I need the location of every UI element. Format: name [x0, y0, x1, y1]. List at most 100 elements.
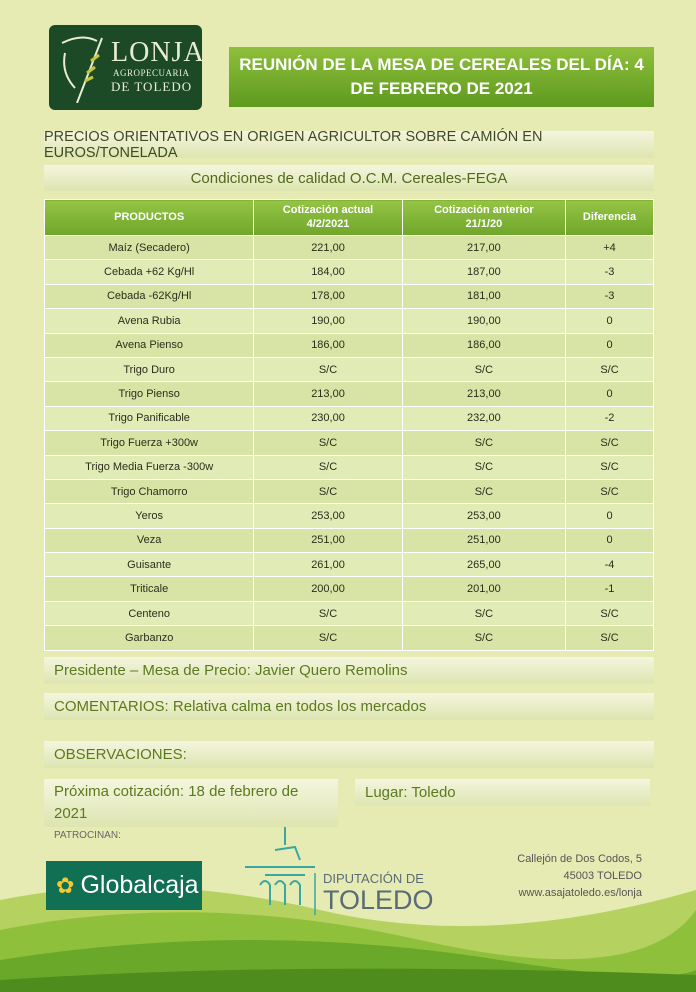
current-price: 261,00	[253, 552, 403, 578]
previous-price: 213,00	[401, 381, 567, 407]
current-price: S/C	[253, 600, 403, 627]
previous-price: 187,00	[401, 259, 567, 285]
previous-price: 190,00	[401, 308, 567, 334]
current-price: 190,00	[253, 308, 403, 334]
difference: -4	[565, 552, 654, 578]
header-label: PRODUCTOS	[114, 210, 185, 223]
difference: -3	[565, 283, 654, 310]
comments: COMENTARIOS: Relativa calma en todos los…	[44, 693, 654, 720]
previous-price: 232,00	[401, 405, 567, 432]
difference: -2	[565, 405, 654, 432]
diputacion-text-2: TOLEDO	[323, 885, 434, 915]
difference: 0	[565, 308, 654, 334]
product: Veza	[43, 527, 255, 554]
next-quotation: Próxima cotización: 18 de febrero de 202…	[44, 779, 338, 827]
table-row: Garbanzo S/C S/C S/C	[43, 625, 654, 651]
difference: 0	[565, 527, 654, 554]
product: Guisante	[43, 552, 255, 578]
previous-price: S/C	[401, 430, 567, 456]
website-link[interactable]: www.asajatoledo.es/lonja	[518, 887, 642, 899]
current-price: 251,00	[253, 527, 403, 554]
table-row: Avena Rubia 190,00 190,00 0	[43, 308, 654, 334]
column-header: Cotización actual 4/2/2021	[253, 199, 403, 236]
difference: -3	[565, 259, 654, 285]
product: Garbanzo	[43, 625, 255, 651]
column-header: Diferencia	[565, 199, 654, 236]
table-row: Centeno S/C S/C S/C	[43, 600, 654, 627]
observations: OBSERVACIONES:	[44, 741, 654, 768]
current-price: S/C	[253, 430, 403, 456]
table-row: Triticale 200,00 201,00 -1	[43, 576, 654, 602]
previous-price: 181,00	[401, 283, 567, 310]
product: Cebada +62 Kg/Hl	[43, 259, 255, 285]
quality-conditions: Condiciones de calidad O.C.M. Cereales-F…	[44, 165, 654, 191]
diputacion-logo: DIPUTACIÓN DE TOLEDO	[235, 825, 435, 915]
previous-price: S/C	[401, 454, 567, 480]
previous-price: 186,00	[401, 332, 567, 358]
place: Lugar: Toledo	[355, 779, 650, 806]
difference: S/C	[565, 625, 654, 651]
wheat-icon: ✿	[56, 872, 75, 898]
table-row: Guisante 261,00 265,00 -4	[43, 552, 654, 578]
table-row: Avena Pienso 186,00 186,00 0	[43, 332, 654, 358]
header-label: Cotización actual	[282, 204, 374, 217]
table-row: Trigo Media Fuerza -300w S/C S/C S/C	[43, 454, 654, 480]
previous-price: S/C	[401, 356, 567, 383]
table-row: Trigo Panificable 230,00 232,00 -2	[43, 405, 654, 432]
landscape-background	[0, 887, 696, 992]
current-price: 230,00	[253, 405, 403, 432]
current-price: S/C	[253, 478, 403, 505]
product: Maíz (Secadero)	[43, 234, 255, 261]
header-date: 4/2/2021	[306, 217, 350, 230]
current-price: 178,00	[253, 283, 403, 310]
logo-subtext: AGROPECUARIA	[113, 68, 190, 78]
column-header: PRODUCTOS	[43, 199, 255, 236]
current-price: 221,00	[253, 234, 403, 261]
globalcaja-logo: ✿ Globalcaja	[46, 861, 202, 910]
previous-price: 253,00	[401, 503, 567, 529]
header-date: 21/1/20	[465, 217, 503, 230]
difference: S/C	[565, 454, 654, 480]
product: Trigo Media Fuerza -300w	[43, 454, 255, 480]
current-price: S/C	[253, 625, 403, 651]
lonja-logo: LONJA AGROPECUARIA DE TOLEDO	[49, 25, 204, 110]
product: Yeros	[43, 503, 255, 529]
product: Triticale	[43, 576, 255, 602]
previous-price: S/C	[401, 478, 567, 505]
bull-wheat-icon	[61, 36, 103, 103]
table-row: Trigo Pienso 213,00 213,00 0	[43, 381, 654, 407]
page-title: REUNIÓN DE LA MESA DE CEREALES DEL DÍA: …	[229, 47, 654, 107]
logo-subtext-2: DE TOLEDO	[111, 79, 193, 94]
table-row: Cebada -62Kg/Hl 178,00 181,00 -3	[43, 283, 654, 310]
table-row: Cebada +62 Kg/Hl 184,00 187,00 -3	[43, 259, 654, 285]
previous-price: 217,00	[401, 234, 567, 261]
previous-price: S/C	[401, 600, 567, 627]
current-price: S/C	[253, 454, 403, 480]
president: Presidente – Mesa de Precio: Javier Quer…	[44, 657, 654, 684]
difference: S/C	[565, 356, 654, 383]
address-city: 45003 TOLEDO	[563, 870, 642, 882]
subtitle: PRECIOS ORIENTATIVOS EN ORIGEN AGRICULTO…	[44, 129, 654, 161]
globalcaja-text: Globalcaja	[80, 871, 199, 899]
product: Avena Pienso	[43, 332, 255, 358]
current-price: 184,00	[253, 259, 403, 285]
current-price: 186,00	[253, 332, 403, 358]
previous-price: 251,00	[401, 527, 567, 554]
current-price: 200,00	[253, 576, 403, 602]
previous-price: S/C	[401, 625, 567, 651]
diputacion-text: DIPUTACIÓN DE	[323, 871, 424, 886]
difference: -1	[565, 576, 654, 602]
diputacion-text-block: DIPUTACIÓN DE TOLEDO	[323, 871, 434, 914]
product: Trigo Pienso	[43, 381, 255, 407]
current-price: 213,00	[253, 381, 403, 407]
alcazar-icon	[245, 827, 316, 915]
table-row: Maíz (Secadero) 221,00 217,00 +4	[43, 234, 654, 261]
header-label: Diferencia	[582, 210, 637, 223]
table-row: Trigo Duro S/C S/C S/C	[43, 356, 654, 383]
difference: S/C	[565, 430, 654, 456]
product: Avena Rubia	[43, 308, 255, 334]
address: Callejón de Dos Codos, 5 45003 TOLEDO ww…	[517, 851, 642, 902]
difference: 0	[565, 503, 654, 529]
table-row: Trigo Fuerza +300w S/C S/C S/C	[43, 430, 654, 456]
difference: S/C	[565, 600, 654, 627]
